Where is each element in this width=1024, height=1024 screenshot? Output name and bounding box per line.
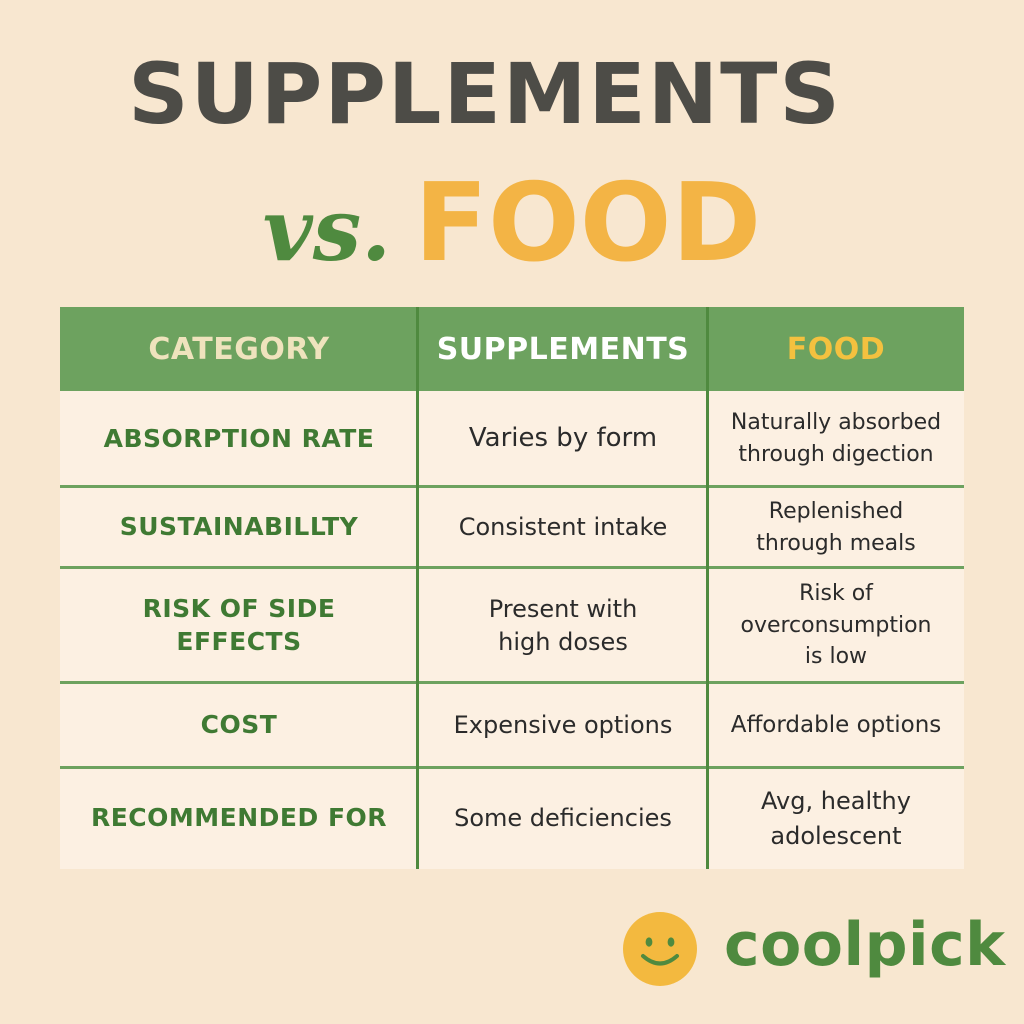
header-supplements: SUPPLEMENTS (436, 331, 690, 367)
food-cell-line: adolescent (770, 821, 902, 850)
food-cell: Naturally absorbed through digection (708, 391, 964, 487)
category-cell: SUSTAINABILLTY (119, 512, 359, 542)
supplements-cell: Some deficiencies (454, 804, 672, 833)
table-row: COST Expensive options Affordable option… (60, 683, 964, 768)
logo-text: coolpick (724, 910, 1006, 980)
category-cell-line: RISK OF SIDE (142, 594, 336, 623)
title-vs: vs. (262, 180, 392, 281)
food-cell-line: Avg, healthy (761, 786, 911, 815)
category-cell: RISK OF SIDE EFFECTS (60, 568, 418, 683)
row-divider (60, 566, 964, 569)
table-row: RECOMMENDED FOR Some deficiencies Avg, h… (60, 768, 964, 869)
supplements-cell: Expensive options (453, 711, 673, 740)
food-cell: Avg, healthy adolescent (708, 768, 964, 869)
smiley-face-icon (623, 912, 697, 986)
header-category: CATEGORY (148, 331, 330, 367)
supplements-cell: Varies by form (468, 423, 658, 454)
title-food: FOOD (414, 161, 762, 286)
food-cell-line: through meals (756, 530, 916, 556)
category-cell: RECOMMENDED FOR (90, 803, 388, 833)
food-cell-line: through digection (738, 442, 934, 467)
category-cell-line: EFFECTS (176, 626, 302, 656)
comparison-table: CATEGORY SUPPLEMENTS FOOD ABSORPTION RAT… (60, 307, 964, 869)
supplements-cell: Present with high doses (418, 568, 708, 683)
title-line-2: vs. FOOD (0, 170, 1024, 278)
food-cell-line: Replenished (768, 498, 904, 524)
row-divider (60, 766, 964, 769)
row-divider (60, 681, 964, 684)
table-header-row: CATEGORY SUPPLEMENTS FOOD (60, 307, 964, 391)
food-cell-line: is low (804, 644, 868, 670)
column-divider (416, 307, 419, 869)
food-cell: Risk of overconsumption is low (708, 568, 964, 683)
category-cell: ABSORPTION RATE (103, 423, 375, 453)
supplements-cell-line: high doses (498, 627, 628, 656)
category-cell: COST (200, 710, 278, 740)
supplements-cell: Consistent intake (458, 513, 668, 542)
food-cell-line: overconsumption (740, 612, 932, 638)
header-food: FOOD (786, 331, 886, 367)
table-row: ABSORPTION RATE Varies by form Naturally… (60, 391, 964, 487)
table-row: RISK OF SIDE EFFECTS Present with high d… (60, 568, 964, 683)
food-cell: Affordable options (730, 711, 942, 738)
row-divider (60, 485, 964, 488)
title-supplements: SUPPLEMENTS (128, 45, 842, 143)
coolpick-logo: coolpick (622, 908, 1005, 988)
table-row: SUSTAINABILLTY Consistent intake Repleni… (60, 487, 964, 568)
column-divider (706, 307, 709, 869)
food-cell-line: Naturally absorbed (730, 410, 942, 436)
food-cell: Replenished through meals (708, 487, 964, 568)
food-cell-line: Risk of (799, 580, 873, 606)
supplements-cell-line: Present with (488, 595, 638, 624)
